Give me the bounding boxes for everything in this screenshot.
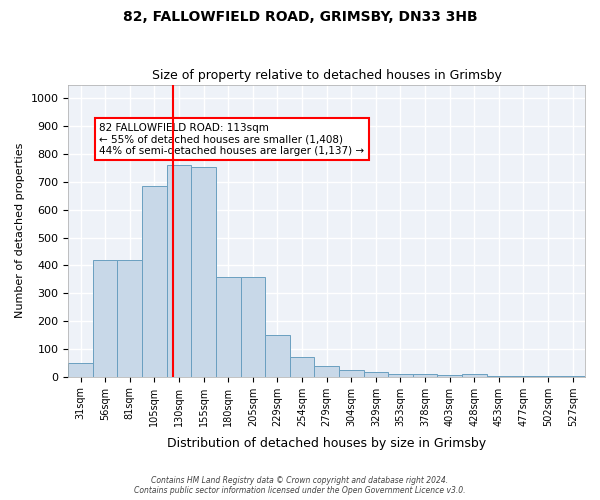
Bar	[339, 370, 364, 376]
Bar	[68, 363, 93, 376]
Bar	[462, 374, 487, 376]
Bar	[167, 165, 191, 376]
Bar	[216, 276, 241, 376]
Y-axis label: Number of detached properties: Number of detached properties	[15, 143, 25, 318]
Bar	[388, 374, 413, 376]
X-axis label: Distribution of detached houses by size in Grimsby: Distribution of detached houses by size …	[167, 437, 486, 450]
Title: Size of property relative to detached houses in Grimsby: Size of property relative to detached ho…	[152, 69, 502, 82]
Bar	[142, 186, 167, 376]
Text: Contains HM Land Registry data © Crown copyright and database right 2024.
Contai: Contains HM Land Registry data © Crown c…	[134, 476, 466, 495]
Bar	[265, 335, 290, 376]
Bar	[413, 374, 437, 376]
Bar	[191, 166, 216, 376]
Bar	[241, 277, 265, 376]
Text: 82 FALLOWFIELD ROAD: 113sqm
← 55% of detached houses are smaller (1,408)
44% of : 82 FALLOWFIELD ROAD: 113sqm ← 55% of det…	[99, 122, 364, 156]
Bar	[118, 260, 142, 376]
Bar	[364, 372, 388, 376]
Bar	[93, 260, 118, 376]
Bar	[314, 366, 339, 376]
Text: 82, FALLOWFIELD ROAD, GRIMSBY, DN33 3HB: 82, FALLOWFIELD ROAD, GRIMSBY, DN33 3HB	[122, 10, 478, 24]
Bar	[290, 357, 314, 376]
